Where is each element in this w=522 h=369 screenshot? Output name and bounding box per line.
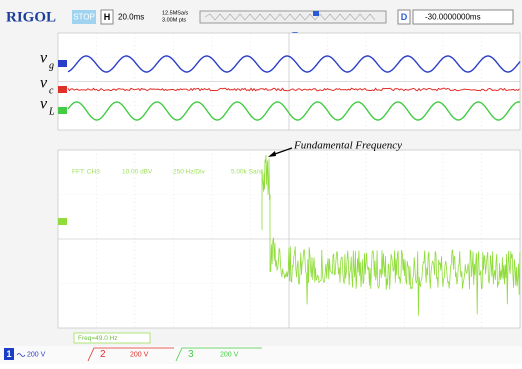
memory-depth: 3.00M pts xyxy=(162,17,186,23)
fft-rate: 5.00k Sa/s xyxy=(231,169,262,176)
ch2-number: 2 xyxy=(100,349,106,360)
ch1-scale: 200 V xyxy=(27,351,46,358)
fft-scale: 10.00 dBV xyxy=(122,169,153,176)
ch3-marker xyxy=(58,107,67,114)
timebase: 20.0ms xyxy=(118,13,144,22)
brand: RIGOL xyxy=(6,9,56,25)
trace-subscript: c xyxy=(49,85,54,96)
trace-subscript: g xyxy=(49,60,54,71)
fft-span: 250 Hz/Div xyxy=(173,169,206,176)
delay: -30.0000000ms xyxy=(425,13,481,22)
status: STOP xyxy=(73,13,95,22)
oscilloscope-screen: RIGOL STOP H 20.0ms 12.5MSa/s 3.00M pts … xyxy=(0,0,522,364)
trace-symbol: v xyxy=(40,75,48,92)
trace-subscript: L xyxy=(48,106,55,117)
channel-bar xyxy=(0,346,522,364)
memory-bar xyxy=(200,11,386,23)
memory-marker xyxy=(313,11,319,16)
ch1-marker xyxy=(58,60,67,67)
sample-rate: 12.5MSa/s xyxy=(162,10,189,16)
trace-symbol: v xyxy=(40,50,48,67)
annotation: Fundamental Frequency xyxy=(293,140,402,152)
timebase-label: H xyxy=(104,12,111,22)
fft-marker xyxy=(58,218,67,225)
ch2-scale: 200 V xyxy=(130,351,149,358)
ch3-scale: 200 V xyxy=(220,351,239,358)
fft-source: FFT: CH3 xyxy=(72,169,100,176)
trace-symbol: v xyxy=(40,96,48,113)
ch1-number: 1 xyxy=(6,349,11,359)
ch3-number: 3 xyxy=(188,349,194,360)
ch2-marker xyxy=(58,86,67,93)
measurement: Freq=49.0 Hz xyxy=(78,335,118,342)
delay-label: D xyxy=(401,12,408,22)
